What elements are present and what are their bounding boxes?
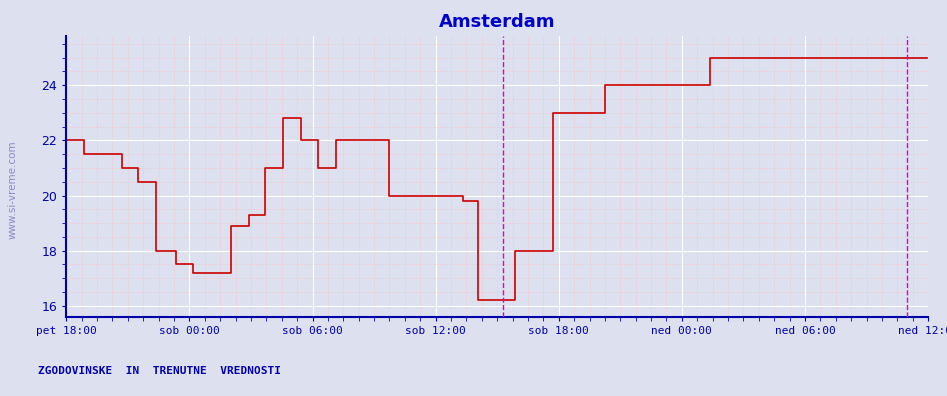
- Text: www.si-vreme.com: www.si-vreme.com: [8, 141, 17, 240]
- Title: Amsterdam: Amsterdam: [438, 13, 556, 31]
- Text: ZGODOVINSKE  IN  TRENUTNE  VREDNOSTI: ZGODOVINSKE IN TRENUTNE VREDNOSTI: [38, 366, 281, 376]
